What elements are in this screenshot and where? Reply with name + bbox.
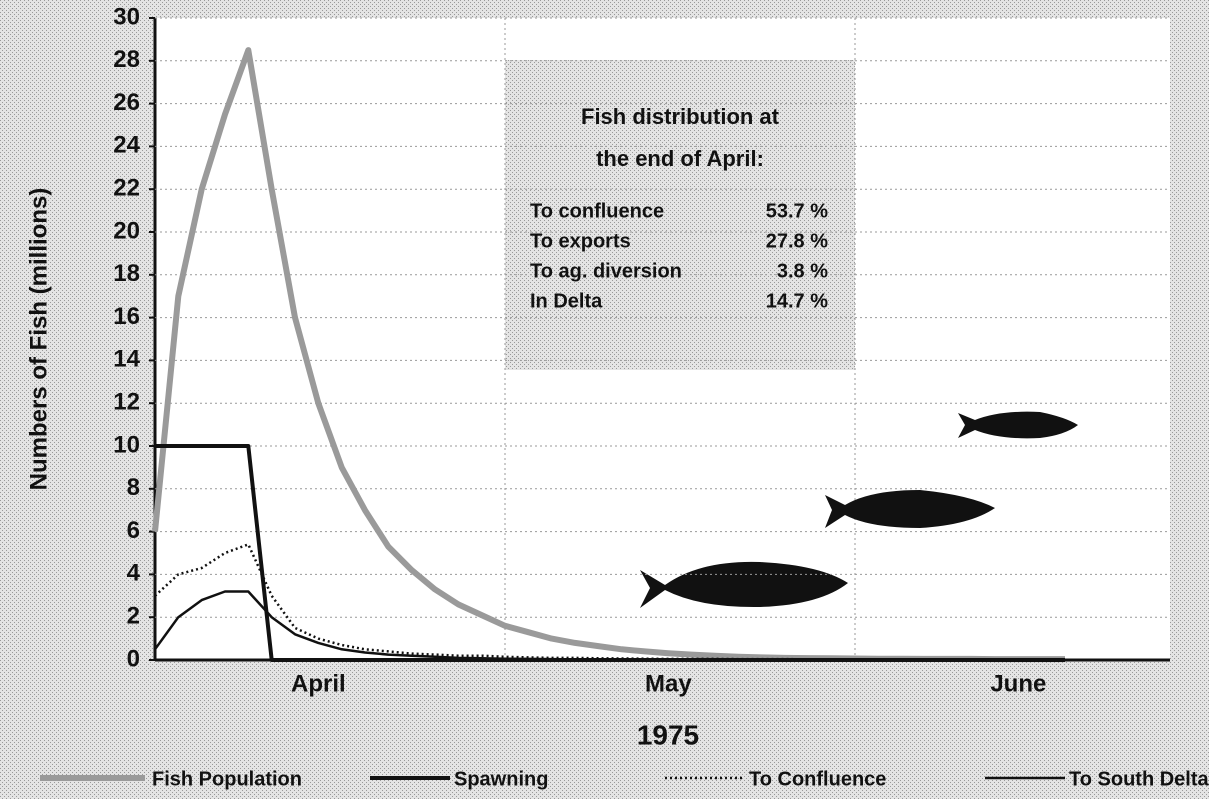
y-tick-label: 20 bbox=[113, 217, 140, 244]
x-tick-label: June bbox=[990, 670, 1046, 697]
annotation-value: 14.7 % bbox=[766, 290, 828, 312]
chart: Numbers of Fish (millions) 1975 02468101… bbox=[0, 0, 1209, 799]
y-tick-label: 4 bbox=[127, 560, 141, 587]
annotation-value: 3.8 % bbox=[777, 260, 828, 282]
x-tick-label: April bbox=[291, 670, 346, 697]
x-axis-label: 1975 bbox=[637, 719, 699, 750]
annotation-value: 53.7 % bbox=[766, 200, 828, 222]
y-tick-label: 12 bbox=[113, 389, 140, 416]
y-tick-label: 24 bbox=[113, 132, 140, 159]
y-tick-label: 8 bbox=[127, 474, 140, 501]
legend-label: Fish Population bbox=[152, 768, 302, 790]
annotation-title: Fish distribution at bbox=[581, 104, 780, 129]
y-tick-label: 14 bbox=[113, 346, 140, 373]
annotation-value: 27.8 % bbox=[766, 230, 828, 252]
y-axis-label: Numbers of Fish (millions) bbox=[25, 188, 52, 491]
annotation-label: To exports bbox=[530, 230, 631, 252]
y-tick-label: 0 bbox=[127, 645, 140, 672]
y-tick-label: 26 bbox=[113, 89, 140, 116]
y-tick-label: 6 bbox=[127, 517, 140, 544]
y-tick-label: 16 bbox=[113, 303, 140, 330]
y-tick-label: 30 bbox=[113, 3, 140, 30]
y-tick-label: 28 bbox=[113, 46, 140, 73]
annotation-label: To confluence bbox=[530, 200, 664, 222]
legend-label: To South Delta bbox=[1069, 768, 1209, 790]
legend-label: Spawning bbox=[454, 768, 548, 790]
annotation-title: the end of April: bbox=[596, 146, 764, 171]
x-tick-label: May bbox=[645, 670, 692, 697]
annotation-label: To ag. diversion bbox=[530, 260, 682, 282]
y-tick-label: 10 bbox=[113, 431, 140, 458]
y-tick-label: 2 bbox=[127, 603, 140, 630]
y-tick-label: 22 bbox=[113, 175, 140, 202]
y-tick-label: 18 bbox=[113, 260, 140, 287]
annotation-label: In Delta bbox=[530, 290, 603, 312]
legend-label: To Confluence bbox=[749, 768, 886, 790]
